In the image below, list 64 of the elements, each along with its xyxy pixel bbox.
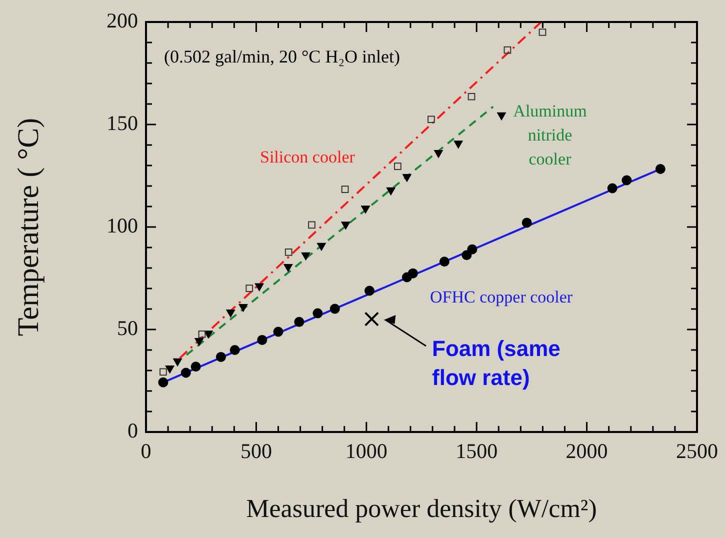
point — [165, 365, 174, 374]
y-tick-label: 50 — [117, 316, 138, 340]
x-tick-label: 2000 — [566, 439, 608, 464]
point — [607, 183, 618, 194]
point — [622, 175, 632, 186]
series-label: OFHC copper cooler — [430, 287, 573, 306]
point — [198, 330, 206, 338]
x-tick-label: 500 — [240, 439, 272, 464]
y-tick-label: 100 — [106, 214, 138, 238]
point — [190, 362, 201, 372]
point — [273, 326, 284, 337]
point — [386, 187, 396, 196]
point — [361, 206, 370, 214]
point — [216, 352, 226, 362]
y-tick-label: 150 — [106, 111, 138, 136]
point — [284, 264, 293, 272]
point — [364, 312, 380, 326]
x-tick-label: 1000 — [345, 439, 388, 464]
point — [312, 308, 323, 318]
point — [246, 284, 254, 292]
point — [497, 112, 506, 120]
point — [428, 116, 435, 124]
point — [254, 283, 264, 292]
point — [257, 334, 268, 345]
annotation: Foam (same flow rate) — [432, 336, 560, 390]
point — [238, 304, 248, 312]
point — [408, 268, 418, 278]
point — [434, 150, 443, 158]
point — [467, 244, 478, 254]
point — [394, 162, 402, 170]
point — [341, 186, 349, 193]
y-axis-title: Temperature ( °C) — [12, 118, 45, 336]
annotation: (0.502 gal/min, 20 °C H₂O inlet) — [164, 46, 400, 67]
point — [317, 242, 326, 251]
series-label: Aluminum nitride cooler — [513, 101, 587, 168]
point — [204, 330, 213, 338]
series-label: Silicon cooler — [260, 147, 356, 166]
point — [330, 304, 340, 314]
point — [655, 164, 666, 174]
point — [194, 338, 204, 346]
y-tick-label: 0 — [128, 418, 138, 443]
point — [180, 368, 191, 378]
point — [402, 174, 412, 182]
point — [504, 46, 512, 54]
y-tick-label: 200 — [106, 8, 138, 33]
x-tick-label: 2500 — [676, 439, 718, 464]
point — [294, 316, 304, 327]
point — [301, 252, 310, 260]
x-axis-title: Measured power density (W/cm²) — [246, 494, 597, 524]
point — [308, 221, 316, 229]
point — [522, 218, 532, 228]
point — [230, 345, 240, 355]
point — [439, 256, 450, 267]
point — [160, 368, 167, 376]
point — [173, 358, 182, 366]
point — [364, 286, 374, 296]
x-tick-label: 1500 — [456, 439, 498, 464]
point — [341, 222, 350, 230]
point — [538, 28, 546, 36]
point — [468, 92, 476, 100]
point — [158, 377, 168, 388]
point — [226, 310, 236, 318]
point — [454, 140, 463, 148]
point — [284, 248, 292, 256]
